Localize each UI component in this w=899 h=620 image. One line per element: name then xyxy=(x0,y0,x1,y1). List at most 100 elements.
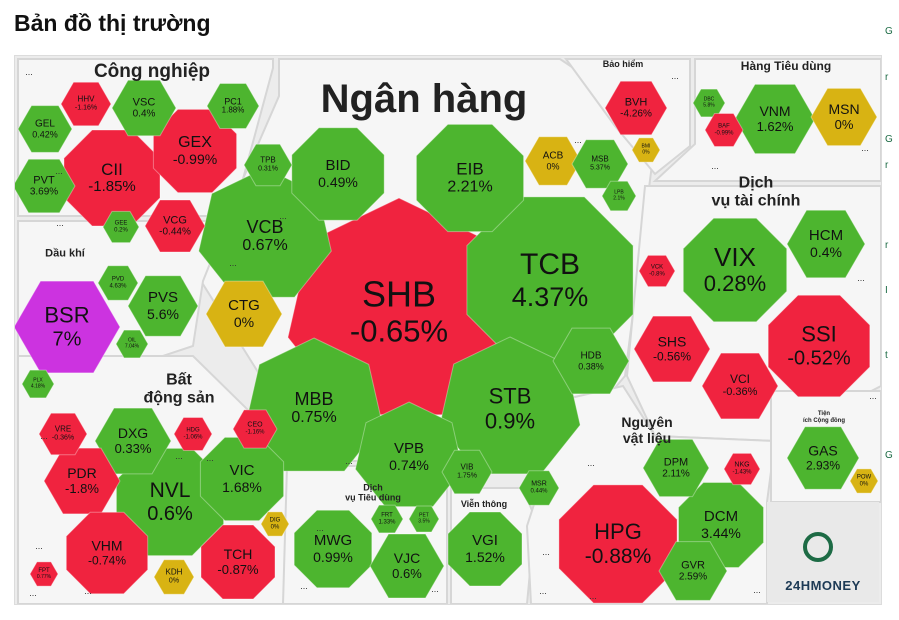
more-tickers-marker[interactable]: ... xyxy=(55,166,63,176)
tile-pvd[interactable] xyxy=(97,265,139,301)
sector-label-nguyen-vat-lieu[interactable]: Nguyên vật liệu xyxy=(621,413,673,446)
tile-dig[interactable] xyxy=(260,511,290,537)
tile-bid[interactable] xyxy=(291,127,385,221)
tile-label-dig[interactable]: DIG 0% xyxy=(270,517,281,530)
tile-label-mwg[interactable]: MWG 0.99% xyxy=(313,532,353,565)
more-tickers-marker[interactable]: ... xyxy=(589,591,597,601)
tile-hdg[interactable] xyxy=(173,417,213,451)
tile-label-hcm[interactable]: HCM 0.4% xyxy=(809,227,843,260)
tile-label-tch[interactable]: TCH -0.87% xyxy=(217,546,258,577)
tile-label-vci[interactable]: VCI -0.36% xyxy=(723,372,758,399)
tile-label-vsc[interactable]: VSC 0.4% xyxy=(133,96,156,120)
more-tickers-marker[interactable]: ... xyxy=(647,421,655,431)
tile-label-plx[interactable]: PLX 4.18% xyxy=(31,378,45,389)
tile-pet[interactable] xyxy=(408,505,440,533)
tile-label-shb[interactable]: SHB -0.65% xyxy=(350,274,448,349)
tile-label-ctg[interactable]: CTG 0% xyxy=(228,297,260,330)
tile-vix[interactable] xyxy=(682,217,788,323)
tile-label-hdg[interactable]: HDG -1.06% xyxy=(183,427,202,440)
tile-label-bmi[interactable]: BMI 0% xyxy=(642,144,651,155)
tile-eib[interactable] xyxy=(415,123,525,233)
tile-frt[interactable] xyxy=(370,504,404,534)
tile-label-oil[interactable]: OIL 7.04% xyxy=(125,338,139,349)
tile-plx[interactable] xyxy=(21,369,55,399)
more-tickers-marker[interactable]: ... xyxy=(56,218,64,228)
tile-vsc[interactable] xyxy=(111,79,177,137)
more-tickers-marker[interactable]: ... xyxy=(587,458,595,468)
more-tickers-marker[interactable]: ... xyxy=(84,586,92,596)
tile-gvr[interactable] xyxy=(658,541,728,601)
tile-label-nkg[interactable]: NKG -1.43% xyxy=(732,462,751,477)
tile-vjc[interactable] xyxy=(369,533,445,599)
tile-msn[interactable] xyxy=(810,87,878,147)
tile-label-acb[interactable]: ACB 0% xyxy=(543,150,564,171)
tile-label-mbb[interactable]: MBB 0.75% xyxy=(291,389,336,427)
tile-tch[interactable] xyxy=(200,524,276,600)
tile-label-dbc[interactable]: DBC 5.8% xyxy=(703,97,714,108)
tile-kdh[interactable] xyxy=(153,559,195,595)
sector-label-bao-hiem[interactable]: Bảo hiểm xyxy=(602,58,644,69)
tile-pvt[interactable] xyxy=(15,158,76,214)
tile-vpb[interactable] xyxy=(354,401,464,508)
tile-label-hpg[interactable]: HPG -0.88% xyxy=(585,519,652,568)
tile-gel[interactable] xyxy=(17,105,73,153)
tile-gee[interactable] xyxy=(102,210,140,244)
tile-label-pvd[interactable]: PVD 4.63% xyxy=(109,276,126,289)
tile-label-gvr[interactable]: GVR 2.59% xyxy=(679,559,707,583)
sector-label-dich-vu-tieu-dung[interactable]: Dịch vụ Tiêu dùng xyxy=(345,482,401,503)
tile-bsr[interactable] xyxy=(15,280,121,374)
tile-label-pet[interactable]: PET 3.5% xyxy=(418,513,429,524)
tile-ctg[interactable] xyxy=(205,280,283,348)
sector-label-cong-nghiep[interactable]: Công nghiệp xyxy=(93,61,211,83)
tile-oil[interactable] xyxy=(115,329,149,359)
more-tickers-marker[interactable]: ... xyxy=(206,453,214,463)
tile-label-msb[interactable]: MSB 5.37% xyxy=(590,155,610,173)
more-tickers-marker[interactable]: ... xyxy=(345,456,353,466)
tile-label-vjc[interactable]: VJC 0.6% xyxy=(392,550,422,581)
sector-label-dich-vu-tai-chinh[interactable]: Dịch vụ tài chính xyxy=(711,174,801,210)
tile-label-ssi[interactable]: SSI -0.52% xyxy=(787,322,850,369)
tile-label-vre[interactable]: VRE -0.36% xyxy=(52,425,74,443)
tile-label-bsr[interactable]: BSR 7% xyxy=(44,303,89,350)
more-tickers-marker[interactable]: ... xyxy=(542,547,550,557)
tile-label-tcb[interactable]: TCB 4.37% xyxy=(512,248,589,312)
tile-label-fpt[interactable]: FPT 0.77% xyxy=(37,568,51,580)
tile-label-stb[interactable]: STB 0.9% xyxy=(485,384,535,433)
tile-vic[interactable] xyxy=(199,436,285,522)
tile-shs[interactable] xyxy=(633,315,711,383)
tile-label-msr[interactable]: MSR 0.44% xyxy=(530,481,547,496)
more-tickers-marker[interactable]: ... xyxy=(316,523,324,533)
tile-pvs[interactable] xyxy=(127,275,199,337)
tile-label-baf[interactable]: BAF -0.99% xyxy=(714,123,733,136)
more-tickers-marker[interactable]: ... xyxy=(40,431,48,441)
sector-label-bat-dong-san[interactable]: Bất động sản xyxy=(143,371,215,407)
tile-label-vic[interactable]: VIC 1.68% xyxy=(222,462,262,495)
tile-dpm[interactable] xyxy=(642,438,710,498)
tile-label-kdh[interactable]: KDH 0% xyxy=(166,568,183,586)
tile-ceo[interactable] xyxy=(232,409,278,449)
tile-msr[interactable] xyxy=(518,470,560,506)
tile-lpb[interactable] xyxy=(601,180,637,212)
tile-vre[interactable] xyxy=(38,412,88,456)
more-tickers-marker[interactable]: ... xyxy=(29,588,37,598)
tile-vgi[interactable] xyxy=(447,511,523,587)
more-tickers-marker[interactable]: ... xyxy=(539,586,547,596)
tile-pow[interactable] xyxy=(849,468,879,494)
tile-label-dpm[interactable]: DPM 2.11% xyxy=(662,456,690,480)
sector-label-hang-tieu-dung[interactable]: Hàng Tiêu dùng xyxy=(740,59,832,74)
tile-hcm[interactable] xyxy=(786,209,866,279)
tile-bmi[interactable] xyxy=(631,137,661,163)
tile-tpb[interactable] xyxy=(243,143,293,187)
tile-label-eib[interactable]: EIB 2.21% xyxy=(447,160,492,197)
tile-label-hhv[interactable]: HHV -1.16% xyxy=(75,95,97,113)
tile-label-pvt[interactable]: PVT 3.69% xyxy=(30,174,58,198)
tile-vck[interactable] xyxy=(638,254,676,288)
tile-label-dxg[interactable]: DXG 0.33% xyxy=(115,425,152,456)
tile-label-gel[interactable]: GEL 0.42% xyxy=(32,118,58,139)
tile-hdb[interactable] xyxy=(552,327,630,395)
more-tickers-marker[interactable]: ... xyxy=(753,585,761,595)
more-tickers-marker[interactable]: ... xyxy=(175,451,183,461)
more-tickers-marker[interactable]: ... xyxy=(711,161,719,171)
tile-bvh[interactable] xyxy=(604,80,668,136)
tile-label-tpb[interactable]: TPB 0.31% xyxy=(258,156,278,174)
